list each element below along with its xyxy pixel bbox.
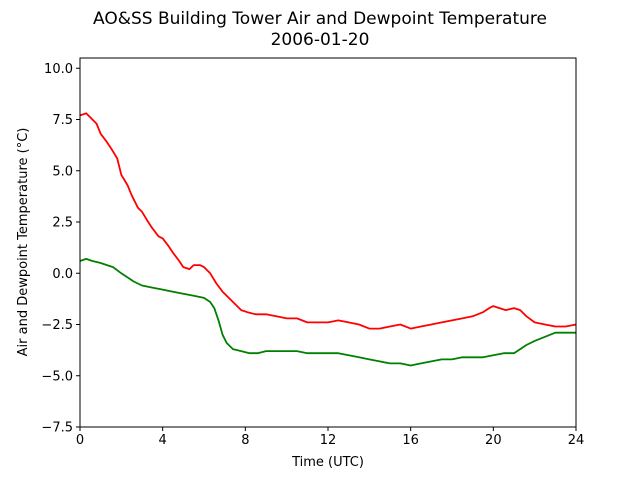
x-tick-label: 4 [159,433,167,448]
x-axis: 0 4 8 12 16 20 24 [76,427,584,448]
x-axis-label: Time (UTC) [291,455,364,470]
y-tick-label: 7.5 [52,113,73,128]
y-tick-label: 0.0 [52,267,73,282]
chart-subtitle: 2006-01-20 [271,30,370,50]
y-tick-label: 2.5 [52,216,73,231]
y-tick-label: 5.0 [52,164,73,179]
x-tick-label: 8 [241,433,249,448]
y-tick-label: −5.0 [41,369,73,384]
y-tick-label: 10.0 [44,62,73,77]
series-line-1 [79,112,577,330]
y-tick-label: −7.5 [41,421,73,436]
series-layer [79,112,577,367]
x-tick-label: 12 [320,433,337,448]
y-axis: −7.5 −5.0 −2.5 0.0 2.5 5.0 7.5 10.0 [41,62,80,436]
series-line-2 [79,258,576,367]
chart-title: AO&SS Building Tower Air and Dewpoint Te… [93,9,547,29]
x-tick-label: 24 [568,433,585,448]
x-tick-label: 0 [76,433,84,448]
x-tick-label: 16 [402,433,419,448]
y-tick-label: −2.5 [41,318,73,333]
y-axis-label: Air and Dewpoint Temperature (°C) [16,128,31,357]
x-tick-label: 20 [485,433,502,448]
